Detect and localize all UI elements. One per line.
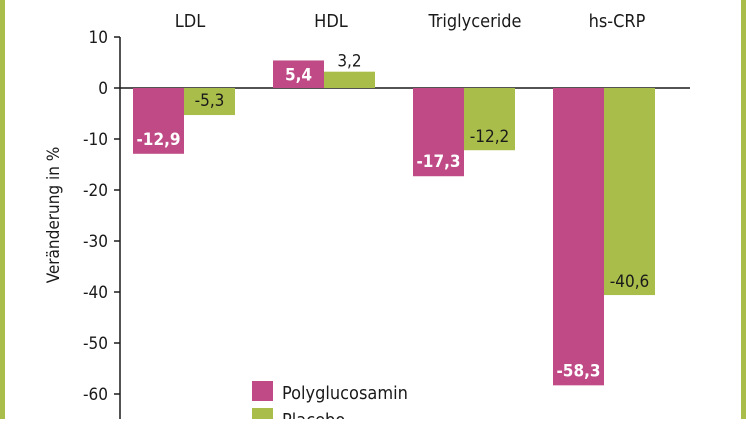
- data-label: -40,6: [610, 272, 650, 292]
- y-axis-title: Veränderung in %: [44, 147, 64, 284]
- category-label: LDL: [175, 11, 206, 32]
- bar: [184, 88, 235, 116]
- category-label: hs-CRP: [589, 11, 646, 32]
- frame-right-border: [741, 0, 746, 419]
- y-tick-label: 10: [89, 28, 108, 48]
- bar: [553, 88, 604, 386]
- data-label: 3,2: [337, 52, 361, 72]
- y-tick-label: -60: [83, 385, 108, 405]
- bar: [464, 88, 515, 151]
- data-label: -12,2: [470, 127, 510, 147]
- data-label: -5,3: [195, 91, 225, 111]
- data-label: -17,3: [416, 152, 460, 172]
- category-label: Triglyceride: [427, 11, 521, 32]
- bar: [413, 88, 464, 177]
- y-tick-label: -30: [83, 232, 108, 252]
- y-tick-label: -10: [83, 130, 108, 150]
- data-label: 5,4: [285, 65, 312, 85]
- bar: [273, 60, 324, 88]
- y-tick-label: -50: [83, 334, 108, 354]
- data-label: -58,3: [556, 361, 600, 381]
- frame-left-border: [0, 0, 5, 419]
- data-label: -12,9: [136, 130, 180, 150]
- y-tick-label: 0: [98, 79, 108, 99]
- legend-swatch: [252, 381, 273, 401]
- bar: [324, 71, 375, 88]
- legend-label: Placebo: [282, 410, 345, 419]
- bar: [604, 88, 655, 296]
- category-label: HDL: [314, 11, 348, 32]
- y-tick-label: -20: [83, 181, 108, 201]
- legend-label: Polyglucosamin: [282, 383, 408, 404]
- y-tick-label: -40: [83, 283, 108, 303]
- bar: [133, 88, 184, 154]
- legend-swatch: [252, 408, 273, 424]
